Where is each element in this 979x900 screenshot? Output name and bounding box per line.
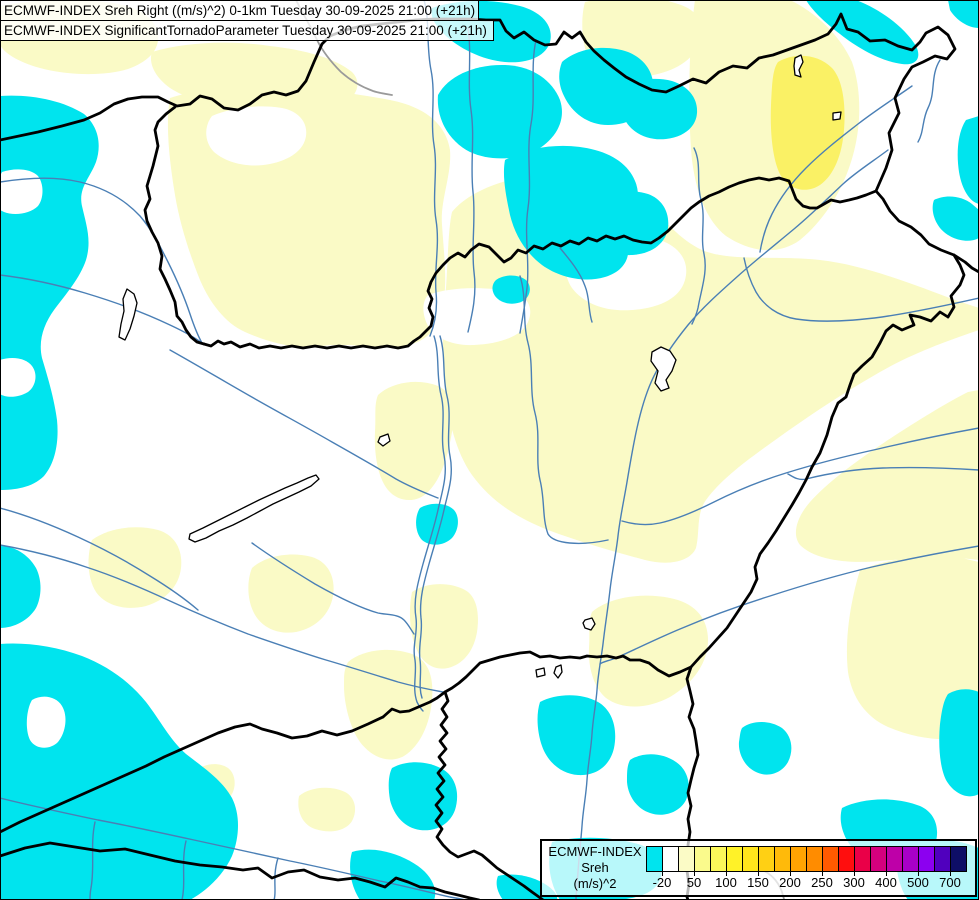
- map-title-line-1: ECMWF-INDEX Sreh Right ((m/s)^2) 0-1km T…: [0, 0, 479, 21]
- colorbar-tick-label: 50: [686, 875, 702, 890]
- legend-product-label: ECMWF-INDEX: [548, 844, 642, 859]
- colorbar-tick-label: 300: [843, 875, 865, 890]
- colorbar-cell: [678, 846, 695, 872]
- colorbar-cell: [918, 846, 935, 872]
- colorbar-tick-mark: [758, 871, 759, 876]
- colorbar-tick-mark: [950, 871, 951, 876]
- colorbar-tick-label: 100: [715, 875, 737, 890]
- colorbar-cell: [726, 846, 743, 872]
- legend-title-block: ECMWF-INDEX Sreh (m/s)^2: [546, 844, 644, 892]
- colorbar-tick-mark: [694, 871, 695, 876]
- colorbar-tick-mark: [822, 871, 823, 876]
- colorbar-labels: -20 50 100 150 200 250 300 400 500 700: [646, 875, 968, 893]
- lake-neusiedl: [118, 288, 138, 341]
- colorbar-cell: [886, 846, 903, 872]
- colorbar-tick-mark: [726, 871, 727, 876]
- colorbar-cell: [694, 846, 711, 872]
- colorbar-cell: [758, 846, 775, 872]
- colorbar-cell: [934, 846, 951, 872]
- title-text-2: ECMWF-INDEX SignificantTornadoParameter …: [4, 23, 487, 38]
- colorbar-tick-mark: [918, 871, 919, 876]
- colorbar-tick-label: 700: [939, 875, 961, 890]
- colorbar-tick-label: 400: [875, 875, 897, 890]
- legend-parameter-label: Sreh: [581, 860, 609, 875]
- colorbar-cell: [838, 846, 855, 872]
- colorbar-cell: [950, 846, 967, 872]
- colorbar-cell: [710, 846, 727, 872]
- legend-units-label: (m/s)^2: [573, 876, 617, 891]
- colorbar-tick-mark: [790, 871, 791, 876]
- colorbar-cell: [870, 846, 887, 872]
- colorbar: [646, 846, 967, 872]
- colorbar-cell: [646, 846, 663, 872]
- bright-yellow-core: [770, 55, 845, 190]
- colorbar-cell: [662, 846, 679, 872]
- colorbar-tick-mark: [662, 871, 663, 876]
- colorbar-tick-mark: [886, 871, 887, 876]
- title-text-1: ECMWF-INDEX Sreh Right ((m/s)^2) 0-1km T…: [4, 3, 476, 18]
- colorbar-tick-label: 250: [811, 875, 833, 890]
- lake-outlines: [118, 54, 842, 679]
- colorbar-cell: [854, 846, 871, 872]
- colorbar-tick-label: 500: [907, 875, 929, 890]
- colorbar-cell: [790, 846, 807, 872]
- colorbar-tick-label: -20: [652, 875, 672, 890]
- country-border-lines: [0, 12, 979, 900]
- colorbar-tick-mark: [854, 871, 855, 876]
- colorbar-cell: [806, 846, 823, 872]
- colorbar-cell: [774, 846, 791, 872]
- colorbar-cell: [742, 846, 759, 872]
- colorbar-tick-label: 150: [747, 875, 769, 890]
- lake-balaton: [188, 474, 320, 543]
- colorbar-cell: [902, 846, 919, 872]
- colorbar-ticks: [646, 871, 968, 876]
- legend-panel: ECMWF-INDEX Sreh (m/s)^2 -20 50 100 150 200 2…: [540, 839, 977, 897]
- map-title-line-2: ECMWF-INDEX SignificantTornadoParameter …: [0, 20, 494, 41]
- colorbar-cell: [822, 846, 839, 872]
- colorbar-tick-label: 200: [779, 875, 801, 890]
